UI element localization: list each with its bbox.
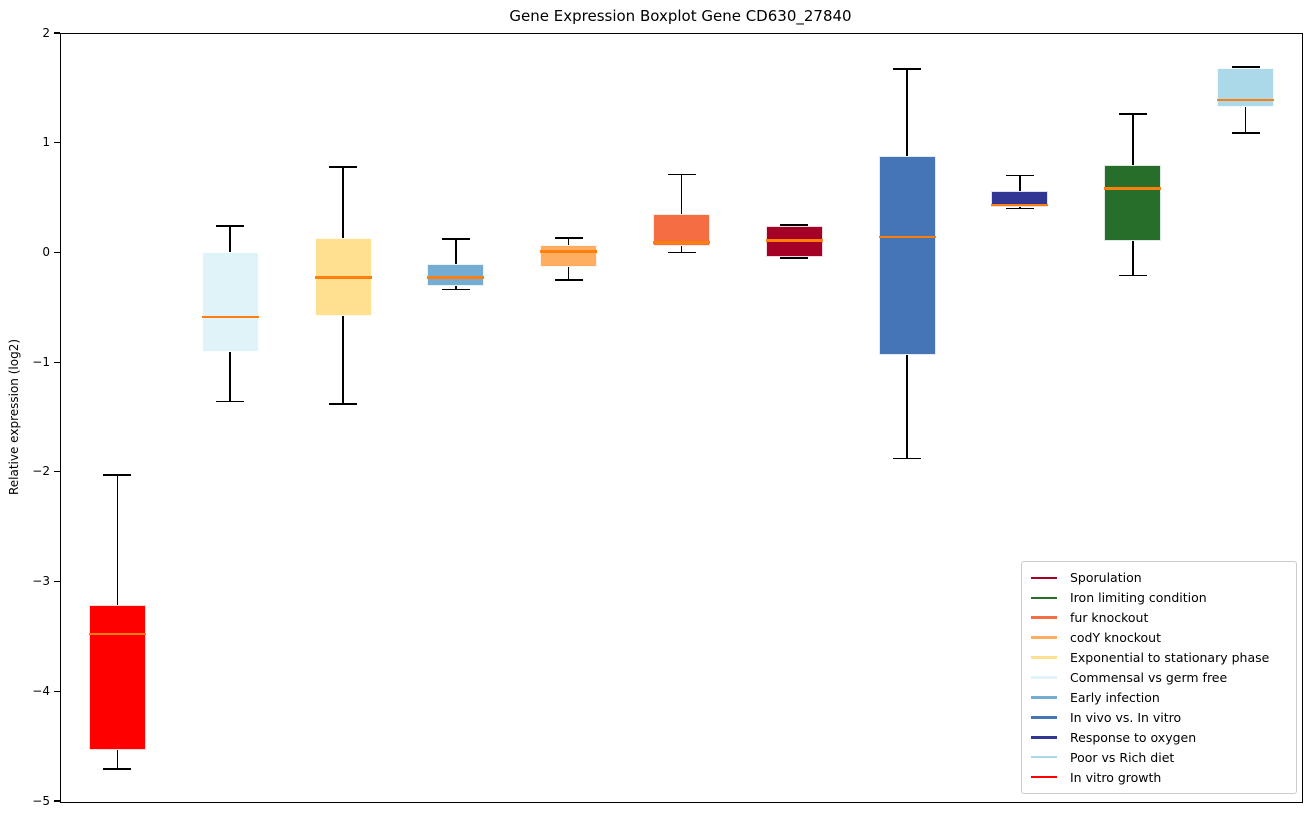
y-axis-label: Relative expression (log2) (7, 338, 21, 496)
whisker-line (680, 174, 683, 253)
y-tick-label: 0 (42, 244, 50, 259)
box-rect (540, 244, 598, 267)
whisker-cap-bottom (1118, 274, 1147, 277)
whisker-cap-bottom (103, 768, 132, 770)
whisker-cap-top (329, 165, 358, 168)
y-tick-label: −1 (32, 354, 50, 369)
y-tick-mark (54, 580, 60, 583)
box-rect (201, 252, 259, 353)
box-rect (878, 155, 936, 356)
box-rect (1217, 68, 1275, 108)
y-tick-mark (54, 471, 60, 473)
box-rect (653, 213, 710, 246)
box-rect (991, 190, 1049, 208)
median-line (1217, 98, 1275, 102)
legend-item: Exponential to stationary phase (1030, 648, 1288, 668)
box-rect (1104, 164, 1162, 242)
legend-label: In vivo vs. In vitro (1070, 709, 1182, 725)
box-rect (427, 264, 485, 287)
y-tick-label: 2 (42, 25, 50, 40)
legend-label: Response to oxygen (1070, 729, 1197, 745)
legend-item: Poor vs Rich diet (1030, 747, 1288, 767)
legend-label: Iron limiting condition (1070, 590, 1207, 606)
legend: Sporulation Iron limiting condition fur kn… (1021, 561, 1297, 794)
legend-item: Iron limiting condition (1030, 588, 1288, 608)
median-line (1104, 187, 1162, 190)
legend-item: fur knockout (1030, 608, 1288, 628)
whisker-cap-top (1005, 174, 1034, 177)
whisker-cap-bottom (554, 278, 583, 281)
legend-item: In vitro growth (1030, 767, 1288, 787)
whisker-cap-bottom (1231, 131, 1260, 134)
legend-swatch-line (1031, 716, 1057, 719)
y-tick-mark (54, 251, 60, 254)
whisker-cap-bottom (667, 251, 696, 254)
median-line (991, 203, 1049, 207)
legend-swatch-line (1031, 755, 1057, 759)
median-line (765, 238, 823, 242)
box-rect (88, 604, 146, 751)
whisker-cap-bottom (893, 457, 922, 460)
legend-label: codY knockout (1070, 630, 1162, 646)
whisker-cap-top (1231, 66, 1260, 68)
legend-label: Commensal vs germ free (1070, 669, 1228, 685)
legend-item: Early infection (1030, 687, 1288, 707)
y-tick-mark (54, 32, 60, 34)
legend-swatch-line (1031, 656, 1057, 659)
whisker-cap-top (216, 225, 245, 227)
y-tick-label: 1 (42, 135, 50, 150)
median-line (201, 315, 259, 319)
whisker-cap-bottom (216, 400, 245, 403)
median-line (540, 249, 598, 253)
whisker-cap-bottom (780, 257, 809, 259)
legend-swatch-line (1031, 596, 1057, 600)
legend-swatch-line (1031, 616, 1057, 620)
whisker-cap-top (1118, 113, 1147, 115)
chart-title: Gene Expression Boxplot Gene CD630_27840 (509, 7, 852, 25)
y-tick-label: −2 (32, 464, 50, 479)
legend-label: Sporulation (1070, 570, 1142, 586)
legend-swatch-line (1031, 735, 1057, 739)
whisker-cap-top (441, 238, 470, 240)
legend-swatch-line (1031, 775, 1057, 779)
legend-label: fur knockout (1070, 610, 1149, 626)
y-tick-mark (54, 690, 60, 692)
legend-label: Early infection (1070, 689, 1160, 705)
whisker-cap-bottom (329, 402, 358, 405)
whisker-line (455, 239, 457, 290)
median-line (878, 235, 936, 239)
y-tick-label: −5 (32, 793, 50, 808)
y-tick-label: −4 (32, 683, 50, 698)
y-tick-label: −3 (32, 574, 50, 589)
whisker-cap-top (103, 474, 132, 476)
median-line (427, 276, 485, 279)
whisker-cap-top (667, 173, 696, 176)
legend-item: Sporulation (1030, 568, 1288, 588)
y-tick-mark (54, 361, 60, 363)
legend-label: Poor vs Rich diet (1070, 749, 1175, 765)
legend-swatch-line (1031, 636, 1057, 639)
legend-label: In vitro growth (1070, 769, 1162, 785)
median-line (653, 241, 710, 244)
legend-item: Commensal vs germ free (1030, 668, 1288, 688)
median-line (88, 632, 146, 636)
whisker-cap-top (893, 68, 922, 70)
legend-swatch-line (1031, 696, 1057, 699)
y-tick-mark (54, 800, 60, 802)
legend-item: Response to oxygen (1030, 727, 1288, 747)
legend-label: Exponential to stationary phase (1070, 650, 1270, 666)
whisker-cap-bottom (441, 288, 470, 291)
legend-swatch-line (1031, 676, 1057, 679)
legend-item: codY knockout (1030, 628, 1288, 648)
legend-item: In vivo vs. In vitro (1030, 707, 1288, 727)
y-tick-mark (54, 142, 60, 144)
legend-swatch-line (1031, 576, 1057, 580)
whisker-cap-top (554, 237, 583, 239)
whisker-cap-top (780, 224, 809, 226)
median-line (314, 276, 372, 279)
whisker-cap-bottom (1005, 207, 1034, 210)
